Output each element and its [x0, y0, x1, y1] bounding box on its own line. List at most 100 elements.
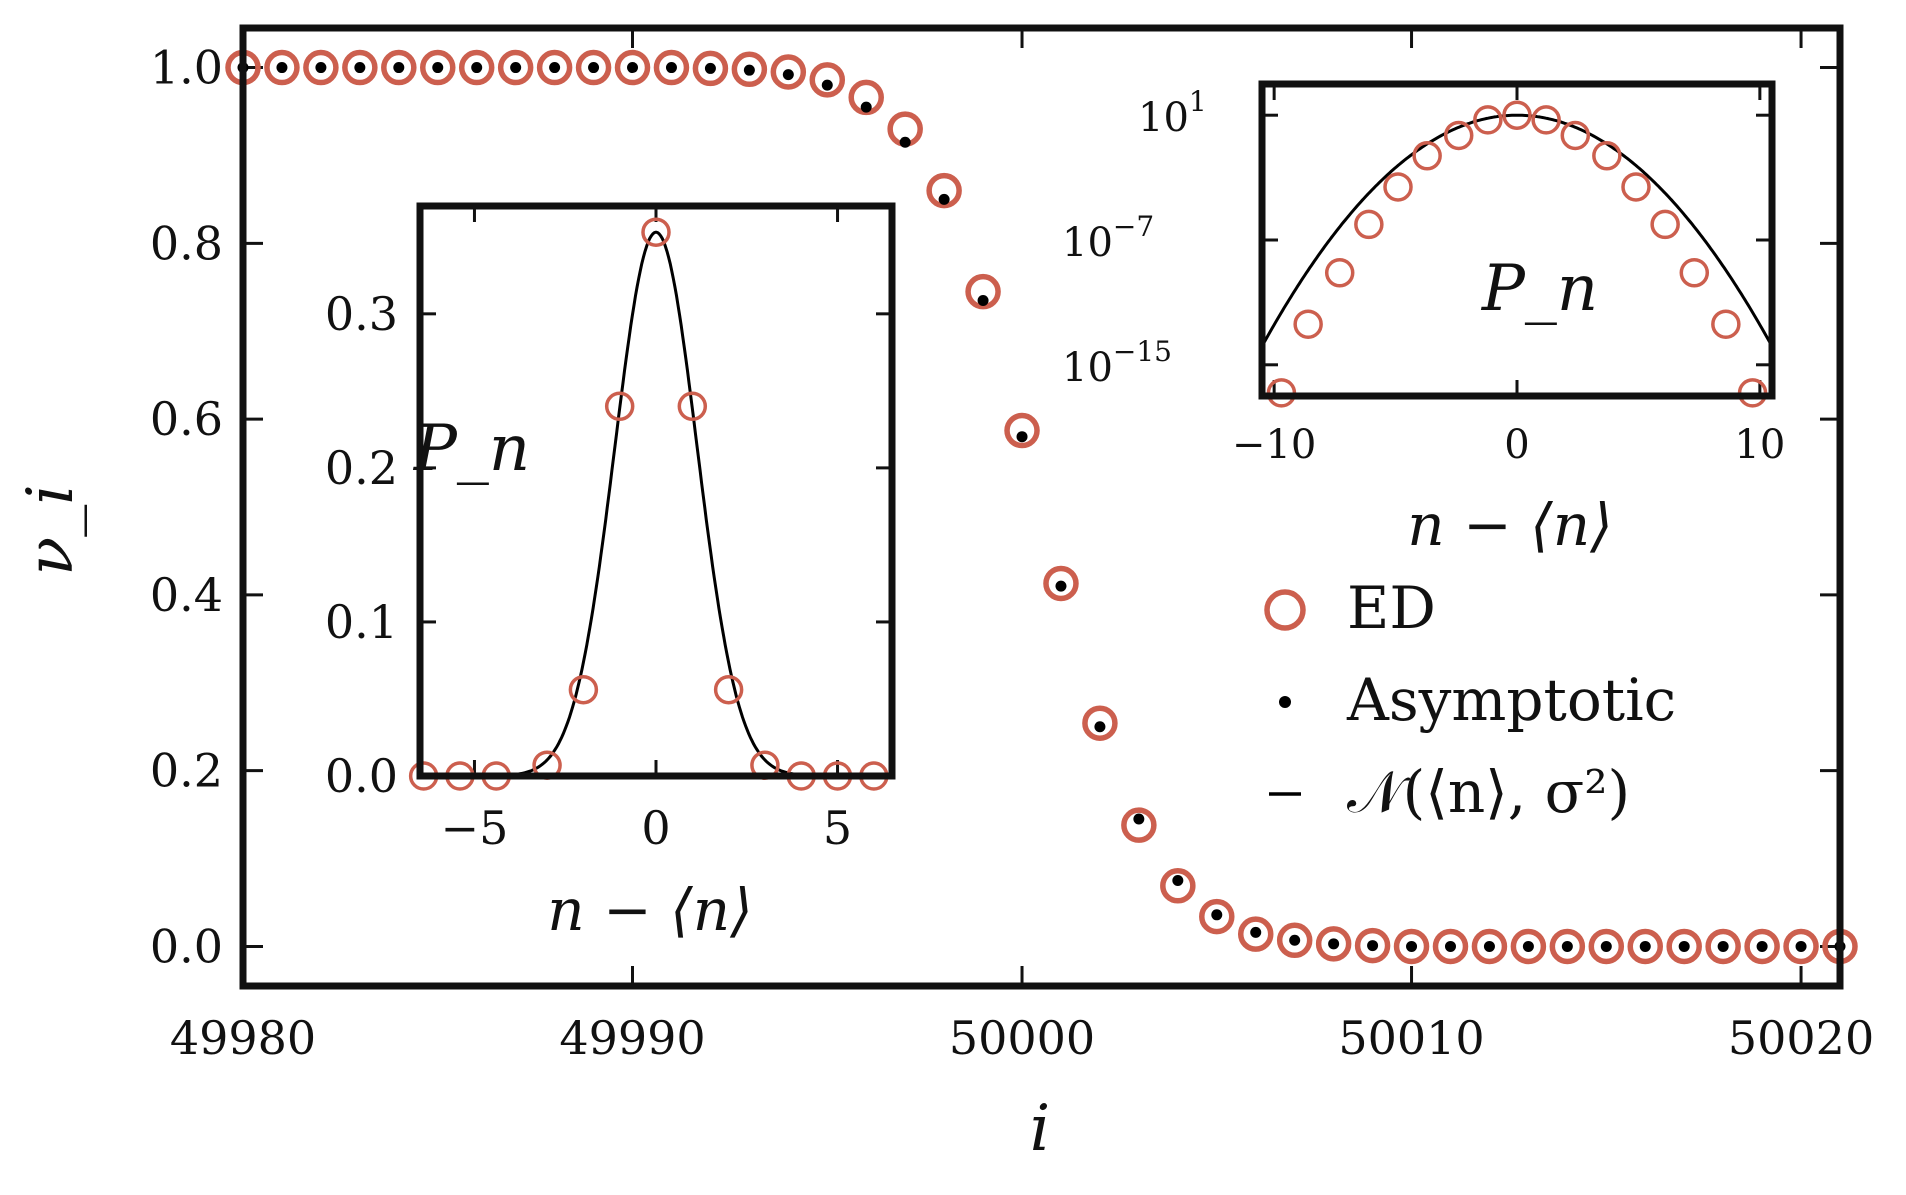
inset-log-frame — [1258, 80, 1776, 400]
legend-label-2: 𝒩(⟨n⟩, σ²) — [1347, 758, 1630, 826]
inset-log-x-tick-label-0: −10 — [1232, 422, 1316, 468]
asymptotic-point — [1016, 431, 1028, 443]
ed-point — [926, 172, 962, 209]
asymptotic-point — [1444, 940, 1456, 952]
asymptotic-point — [665, 62, 677, 74]
inset-linear-tick-labels: −5 0 5 0.0 0.1 0.2 0.3 — [325, 287, 852, 855]
inset-log-y-tick-label-2: 10−15 — [1062, 335, 1172, 391]
ed-point — [677, 391, 708, 422]
asymptotic-point — [432, 62, 444, 74]
ed-point — [1705, 928, 1741, 965]
legend-label-1: Asymptotic — [1346, 666, 1676, 734]
ed-point — [1354, 927, 1391, 964]
ed-point — [1315, 926, 1352, 962]
asymptotic-point — [1289, 934, 1301, 946]
ed-point — [1199, 898, 1235, 935]
main-y-tick-label-2: 0.4 — [150, 568, 223, 622]
main-tick-labels: 49980 49990 50000 50010 500200.00.20.40.60.8… — [150, 41, 1874, 1065]
asymptotic-point — [743, 64, 755, 76]
asymptotic-point — [1522, 940, 1534, 952]
ed-point — [1744, 928, 1780, 965]
ed-point — [1237, 916, 1274, 952]
ed-point — [1082, 705, 1118, 741]
inset-log-tick-labels: −10 0 10 101 10−7 10−15 — [1062, 85, 1785, 468]
ed-point — [1502, 100, 1532, 130]
inset-log-x-axis-label: n − ⟨n⟩ — [1407, 491, 1612, 559]
inset-linear-x-tick-label-0: −5 — [441, 801, 509, 855]
ed-point — [1293, 309, 1323, 339]
inset-linear-annotation: P_n — [413, 412, 530, 486]
ed-point — [1621, 172, 1651, 202]
inset-log: −10 0 10 101 10−7 10−15 P_n n − ⟨n⟩ — [1062, 80, 1785, 559]
legend-asymptotic-marker — [1279, 696, 1291, 708]
ed-point — [641, 217, 671, 247]
asymptotic-point — [393, 62, 405, 74]
main-y-axis-label: ν_i — [14, 484, 88, 575]
asymptotic-point — [1406, 940, 1418, 952]
main-y-tick-label-4: 0.8 — [150, 216, 223, 270]
asymptotic-point — [1133, 813, 1145, 825]
ed-point — [809, 62, 846, 98]
ed-point — [713, 674, 744, 705]
ed-point — [1627, 928, 1663, 965]
ed-point — [1531, 105, 1561, 135]
ed-point — [1276, 922, 1313, 959]
ed-point — [1473, 105, 1503, 135]
legend: ED Asymptotic 𝒩(⟨n⟩, σ²) — [1264, 574, 1676, 826]
ed-point — [1354, 209, 1384, 240]
asymptotic-point — [549, 62, 561, 74]
main-x-axis-label: i — [1030, 1092, 1050, 1166]
main-x-tick-label-4: 50020 — [1728, 1011, 1874, 1065]
ed-point — [381, 49, 417, 86]
ed-point — [1324, 258, 1355, 288]
inset-log-x-tick-label-2: 10 — [1734, 422, 1785, 468]
main-y-tick-label-0: 0.0 — [150, 919, 223, 973]
ed-point — [1679, 258, 1710, 288]
asymptotic-point — [1483, 940, 1495, 952]
ed-point — [1443, 120, 1474, 151]
ed-point — [536, 49, 573, 86]
inset-linear-x-tick-label-2: 5 — [823, 801, 852, 855]
ed-point — [342, 49, 378, 86]
legend-ed-marker — [1264, 589, 1306, 631]
ed-point — [1393, 928, 1430, 965]
ed-point — [653, 49, 690, 86]
inset-linear-frame — [416, 202, 896, 780]
inset-log-annotation: P_n — [1481, 252, 1598, 326]
asymptotic-point — [1055, 580, 1067, 592]
main-x-tick-label-0: 49980 — [170, 1011, 316, 1065]
asymptotic-point — [938, 193, 950, 205]
asymptotic-point — [1172, 875, 1184, 887]
asymptotic-point — [1211, 909, 1223, 921]
main-y-tick-label-1: 0.2 — [150, 744, 223, 798]
ed-point — [1549, 928, 1586, 965]
inset-log-y-tick-label-0: 101 — [1138, 85, 1207, 141]
ed-point — [568, 674, 599, 705]
inset-log-y-tick-label-1: 10−7 — [1062, 210, 1154, 266]
asymptotic-point — [782, 69, 794, 81]
asymptotic-point — [1328, 938, 1340, 950]
asymptotic-point — [354, 62, 366, 74]
inset-linear-y-tick-label-0: 0.0 — [325, 749, 398, 803]
asymptotic-point — [821, 79, 833, 91]
ed-point — [614, 49, 651, 86]
ed-point — [1004, 412, 1040, 449]
asymptotic-point — [1561, 940, 1573, 952]
asymptotic-point — [471, 62, 483, 74]
main-y-tick-label-5: 1.0 — [150, 41, 223, 95]
asymptotic-point — [977, 294, 989, 306]
ed-point — [1121, 807, 1157, 843]
asymptotic-point — [588, 62, 600, 74]
asymptotic-point — [315, 62, 327, 74]
ed-point — [1383, 172, 1413, 202]
asymptotic-point — [1600, 940, 1612, 952]
main-x-tick-label-2: 50000 — [949, 1011, 1095, 1065]
asymptotic-point — [1639, 940, 1651, 952]
asymptotic-point — [860, 101, 872, 113]
ed-point — [1588, 928, 1625, 965]
main-plot-frame — [239, 24, 1844, 990]
inset-log-background — [1262, 84, 1772, 396]
inset-linear-x-axis-label: n − ⟨n⟩ — [547, 876, 752, 944]
asymptotic-point — [1717, 940, 1729, 952]
legend-label-0: ED — [1347, 574, 1436, 642]
